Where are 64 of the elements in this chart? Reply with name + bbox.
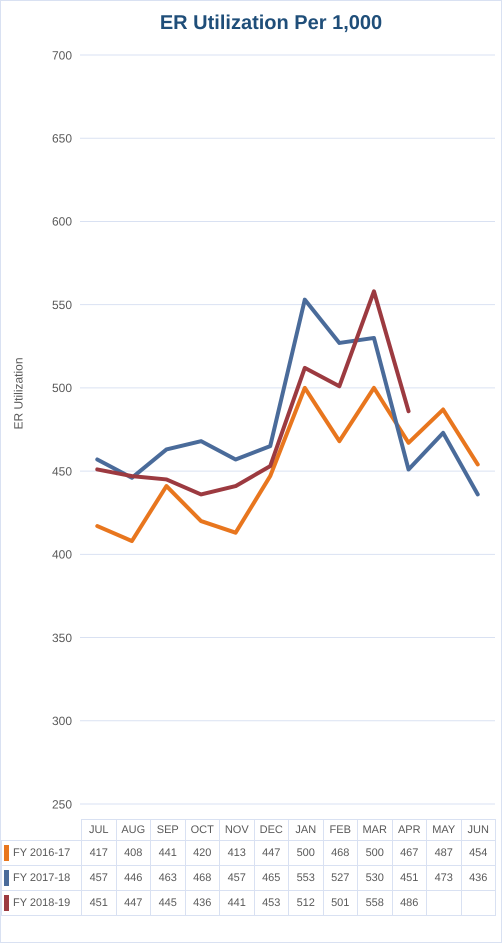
data-label: 436 (185, 890, 220, 916)
x-tick-label: MAR (358, 820, 392, 840)
data-label: 486 (392, 890, 426, 916)
x-tick-label: FEB (323, 820, 358, 840)
data-label: 512 (288, 890, 323, 916)
data-label: 558 (358, 890, 392, 916)
chart-title: ER Utilization Per 1,000 (158, 11, 384, 36)
data-label: 530 (358, 866, 392, 890)
y-tick-label: 250 (52, 797, 72, 812)
y-tick-label: 350 (52, 630, 72, 645)
data-label: 420 (185, 840, 220, 866)
x-tick-label: JUN (461, 820, 496, 840)
legend-label: FY 2016-17 (12, 846, 70, 859)
x-tick-label: MAY (426, 820, 461, 840)
data-label: 457 (220, 866, 254, 890)
line-series (95, 289, 411, 496)
data-label: 467 (392, 840, 426, 866)
x-tick-label: JUL (82, 820, 116, 840)
x-tick-label: NOV (220, 820, 254, 840)
data-label: 441 (150, 840, 185, 866)
data-label: 408 (116, 840, 150, 866)
data-label: 463 (150, 866, 185, 890)
y-tick-label: 550 (52, 298, 72, 312)
x-tick-label: DEC (254, 820, 288, 840)
data-label: 413 (220, 840, 254, 866)
x-tick-label: JAN (288, 820, 323, 840)
x-tick-label: OCT (185, 820, 220, 840)
data-label: 465 (254, 866, 288, 890)
data-label: 457 (82, 866, 116, 890)
data-label: 451 (392, 866, 426, 890)
y-axis-title: ER Utilization (11, 357, 26, 430)
data-label: 445 (150, 890, 185, 916)
y-tick-label: 700 (52, 48, 72, 62)
data-label: 454 (461, 840, 496, 866)
y-tick-label: 300 (52, 714, 72, 728)
y-tick-label: 450 (52, 464, 72, 478)
data-label: 441 (220, 890, 254, 916)
y-tick-label: 500 (52, 381, 72, 396)
data-label: 447 (116, 890, 150, 916)
data-label: 451 (82, 890, 116, 916)
line-series (95, 386, 480, 544)
data-label: 487 (426, 840, 461, 866)
legend-label: FY 2018-19 (12, 896, 70, 909)
line-series (95, 298, 480, 496)
x-tick-label: SEP (150, 820, 185, 840)
data-label: 553 (288, 866, 323, 890)
data-label: 501 (323, 890, 358, 916)
data-label: 468 (323, 840, 358, 866)
data-label: 417 (82, 840, 116, 866)
data-label: 500 (288, 840, 323, 866)
data-label: 453 (254, 890, 288, 916)
x-tick-label: AUG (116, 820, 150, 840)
data-label: 436 (461, 866, 496, 890)
data-label: 446 (116, 866, 150, 890)
data-label: 500 (358, 840, 392, 866)
legend-label: FY 2017-18 (12, 872, 70, 884)
y-tick-label: 600 (52, 214, 72, 229)
data-label: 473 (426, 866, 461, 890)
data-label: 527 (323, 866, 358, 890)
data-label: 447 (254, 840, 288, 866)
y-tick-label: 650 (52, 131, 72, 146)
x-tick-label: APR (392, 820, 426, 840)
data-label: 468 (185, 866, 220, 890)
y-tick-label: 400 (52, 548, 72, 562)
